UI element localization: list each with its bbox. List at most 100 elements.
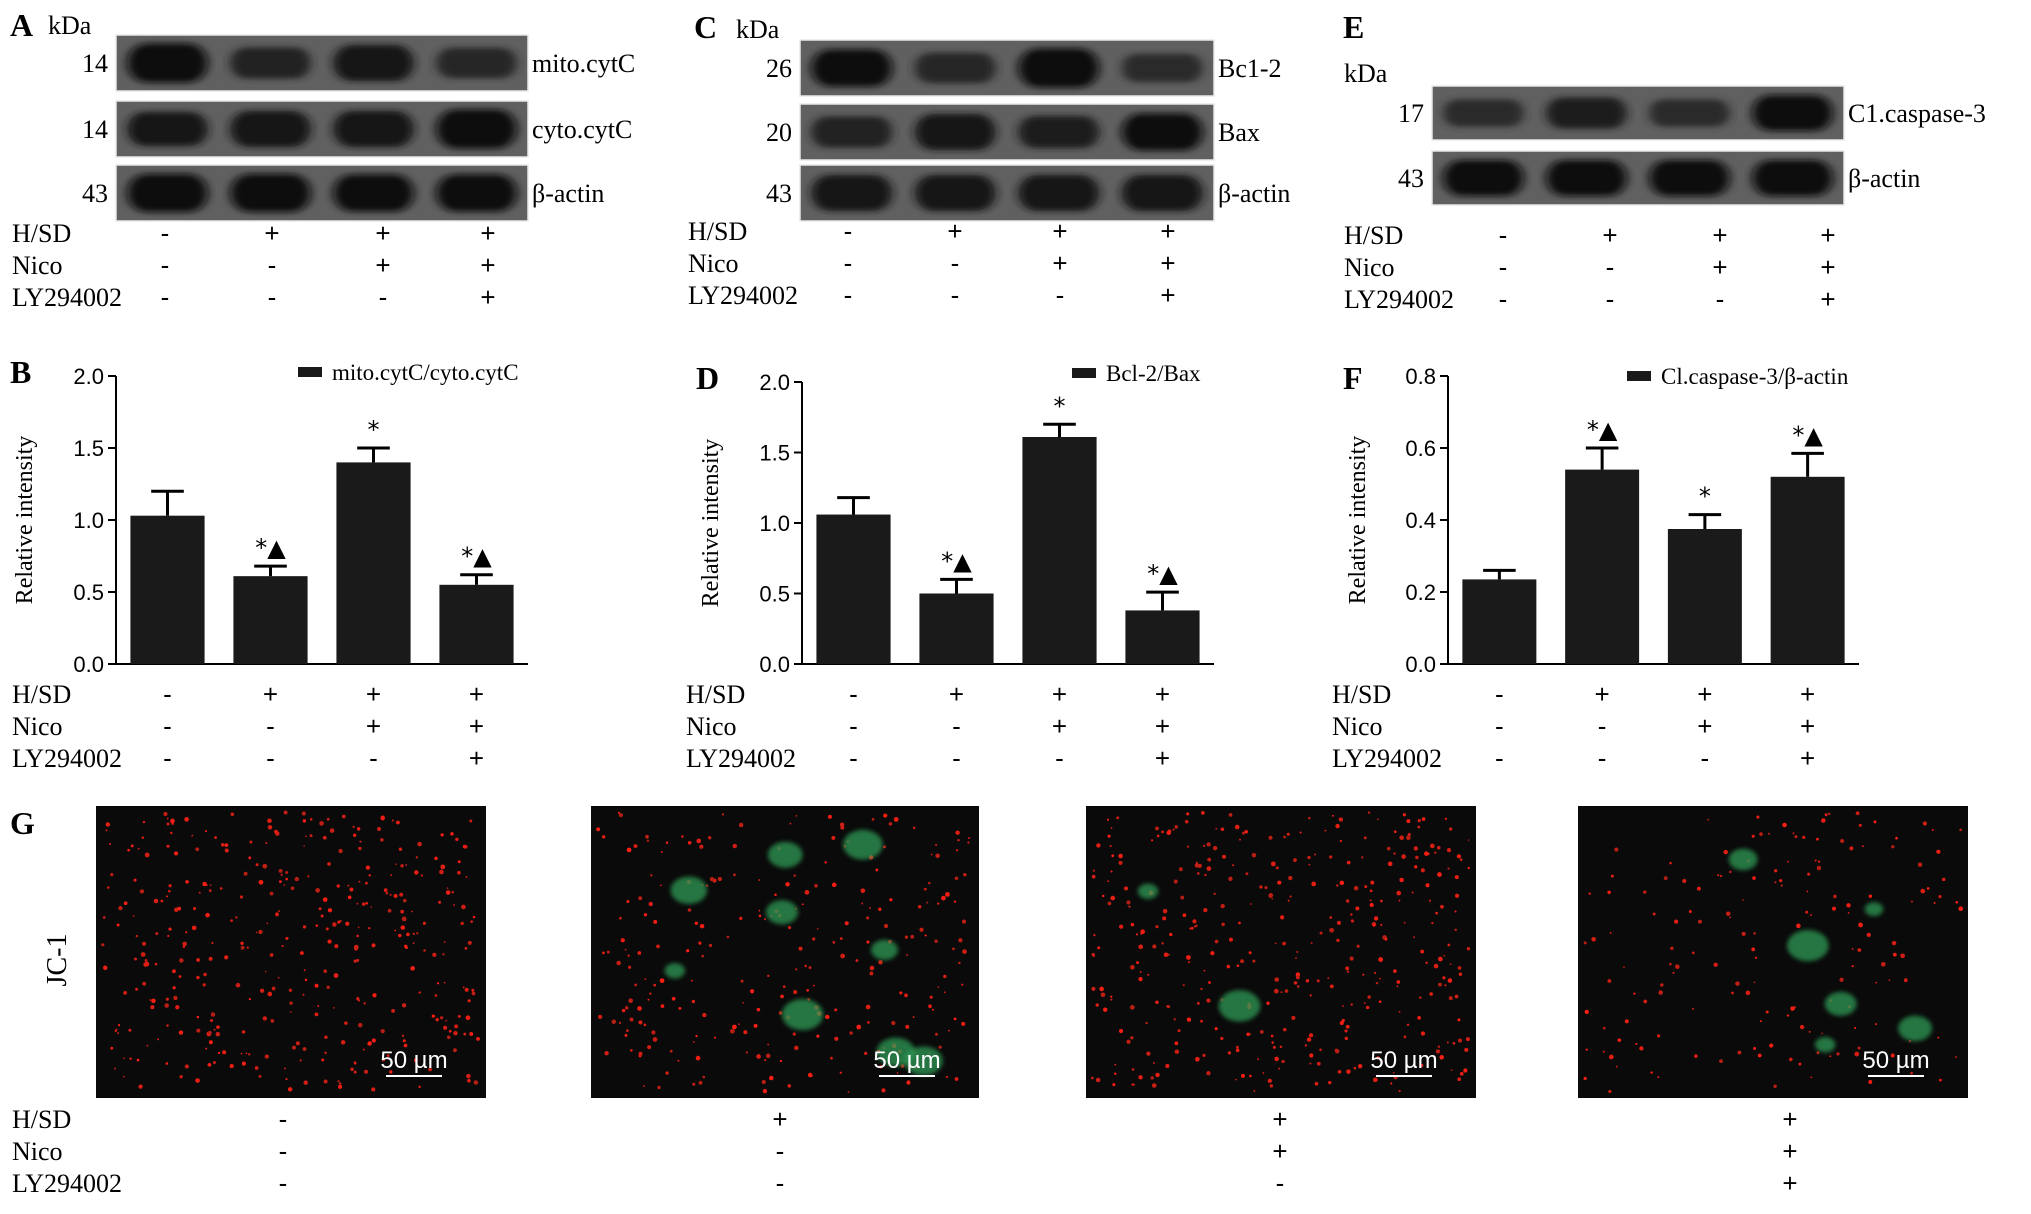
treatment-table-F: H/SD - + + +Nico - - + +LY294002- - - + bbox=[1332, 679, 1815, 773]
red-signal bbox=[646, 839, 650, 842]
red-signal bbox=[1365, 1005, 1370, 1010]
red-signal bbox=[1396, 980, 1401, 984]
red-signal bbox=[1810, 1076, 1813, 1079]
red-signal bbox=[395, 820, 400, 825]
red-signal bbox=[804, 890, 810, 895]
blot-band bbox=[436, 47, 517, 79]
red-signal bbox=[1444, 984, 1447, 987]
red-signal bbox=[1093, 933, 1096, 937]
red-signal bbox=[454, 1024, 459, 1029]
red-signal bbox=[380, 816, 385, 821]
red-signal bbox=[638, 1020, 643, 1025]
red-signal bbox=[1274, 942, 1277, 945]
red-signal bbox=[116, 923, 120, 927]
blot-band bbox=[1018, 115, 1100, 149]
red-signal bbox=[277, 976, 280, 979]
red-signal bbox=[1334, 1049, 1340, 1054]
red-signal bbox=[105, 829, 108, 832]
red-signal bbox=[463, 1032, 467, 1036]
red-signal bbox=[625, 1006, 629, 1010]
red-signal bbox=[290, 1011, 292, 1013]
treatment-table-B: H/SD - + + +Nico - - + +LY294002- - - + bbox=[12, 679, 484, 773]
red-signal bbox=[1437, 956, 1443, 962]
red-signal bbox=[280, 873, 283, 876]
blot-strip bbox=[799, 164, 1215, 222]
red-signal bbox=[1402, 813, 1406, 817]
red-signal bbox=[937, 986, 940, 988]
significance-mark: *▲ bbox=[255, 534, 286, 562]
red-signal bbox=[1588, 892, 1592, 895]
red-signal bbox=[1249, 1033, 1251, 1035]
red-signal bbox=[467, 1079, 471, 1083]
red-signal bbox=[1821, 1032, 1823, 1035]
red-signal bbox=[714, 1036, 717, 1039]
red-signal bbox=[166, 895, 169, 898]
red-signal bbox=[1390, 1082, 1393, 1085]
red-signal bbox=[1367, 995, 1371, 999]
red-signal bbox=[681, 835, 684, 838]
red-signal bbox=[840, 953, 846, 959]
red-signal bbox=[762, 1088, 768, 1094]
red-signal bbox=[1717, 874, 1720, 877]
red-signal bbox=[739, 916, 743, 921]
red-signal bbox=[1692, 1007, 1695, 1010]
fluorescence-image: 50 µm bbox=[96, 806, 486, 1098]
red-signal bbox=[1314, 1081, 1319, 1086]
red-signal bbox=[166, 1024, 169, 1027]
red-signal bbox=[249, 840, 253, 844]
blot-strip bbox=[115, 34, 529, 92]
red-signal bbox=[1135, 933, 1139, 936]
red-signal bbox=[135, 987, 139, 991]
red-signal bbox=[1725, 911, 1731, 916]
red-signal bbox=[1280, 991, 1283, 993]
red-signal bbox=[1742, 899, 1744, 901]
red-signal bbox=[1467, 866, 1470, 870]
red-signal bbox=[717, 876, 723, 882]
red-signal bbox=[1279, 1045, 1283, 1049]
red-signal bbox=[224, 955, 229, 960]
red-signal bbox=[1396, 890, 1402, 896]
red-signal bbox=[1110, 870, 1113, 873]
red-signal bbox=[1652, 912, 1656, 916]
red-signal bbox=[1095, 1077, 1101, 1083]
red-signal bbox=[1151, 1083, 1157, 1088]
red-signal bbox=[1138, 1075, 1143, 1080]
band-label: β-actin bbox=[1848, 164, 1920, 193]
red-signal bbox=[1119, 924, 1124, 929]
red-signal bbox=[1150, 1076, 1154, 1080]
red-signal bbox=[470, 920, 473, 923]
red-signal bbox=[460, 921, 464, 926]
red-signal bbox=[417, 841, 422, 847]
red-signal bbox=[1236, 1045, 1239, 1049]
bar bbox=[1022, 436, 1097, 664]
red-signal bbox=[1114, 1063, 1117, 1066]
red-signal bbox=[101, 943, 105, 947]
red-signal bbox=[414, 870, 419, 875]
red-signal bbox=[1295, 957, 1297, 960]
green-cell bbox=[1786, 929, 1829, 962]
red-signal bbox=[1131, 1068, 1135, 1071]
red-signal bbox=[431, 1014, 435, 1018]
band-label: C1.caspase-3 bbox=[1848, 99, 1986, 128]
red-signal bbox=[202, 983, 206, 987]
red-signal bbox=[745, 1051, 748, 1054]
red-signal bbox=[1393, 852, 1396, 855]
red-signal bbox=[443, 1025, 448, 1030]
red-signal bbox=[1387, 861, 1393, 867]
red-signal bbox=[395, 863, 398, 866]
red-signal bbox=[1180, 895, 1185, 900]
red-signal bbox=[732, 1024, 737, 1030]
red-signal bbox=[174, 851, 179, 856]
red-signal bbox=[1861, 845, 1864, 848]
treatment-sign: - bbox=[1056, 280, 1065, 310]
red-signal bbox=[207, 1062, 212, 1067]
red-signal bbox=[1614, 847, 1619, 852]
bar bbox=[816, 514, 891, 664]
treatment-label: LY294002 bbox=[1332, 744, 1442, 773]
red-signal bbox=[327, 862, 331, 866]
red-signal bbox=[1933, 901, 1936, 904]
red-signal bbox=[168, 927, 172, 931]
red-signal bbox=[702, 1075, 706, 1079]
significance-mark: * bbox=[1054, 392, 1066, 420]
red-signal bbox=[1926, 887, 1930, 890]
